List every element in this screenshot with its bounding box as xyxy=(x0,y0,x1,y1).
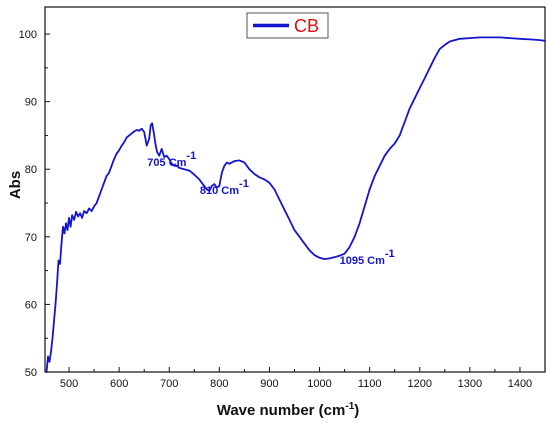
x-tick-label: 800 xyxy=(210,378,228,390)
x-axis-title: Wave number (cm-1) xyxy=(217,401,360,419)
y-axis-title: Abs xyxy=(7,171,24,199)
x-tick-label: 700 xyxy=(160,378,178,390)
series-line-cb xyxy=(45,36,546,373)
x-tick-label: 500 xyxy=(60,378,78,390)
y-tick-label: 50 xyxy=(25,367,37,379)
peak-annotation-sup: -1 xyxy=(186,150,196,162)
peak-annotation-sup: -1 xyxy=(385,248,395,260)
series-layer xyxy=(45,36,546,373)
legend: CB xyxy=(246,12,329,39)
x-axis-title-tail: ) xyxy=(354,402,359,419)
peak-annotation-text: 705 Cm xyxy=(147,157,186,169)
x-tick-label: 1100 xyxy=(358,378,382,390)
x-tick-label: 1000 xyxy=(307,378,331,390)
x-axis-title-main: Wave number (cm xyxy=(217,402,346,419)
ticks: 500 600 700 800 900 1000 1100 1200 1300 1400 50 60 7… xyxy=(19,29,546,390)
y-tick-label: 90 xyxy=(25,97,37,109)
y-tick-label: 80 xyxy=(25,164,37,176)
peak-annotation-sup: -1 xyxy=(239,178,249,190)
y-tick-label: 70 xyxy=(25,232,37,244)
peak-annotation-text: 1095 Cm xyxy=(340,255,385,267)
x-tick-label: 1400 xyxy=(508,378,532,390)
legend-label-cb: CB xyxy=(294,16,319,36)
x-tick-label: 1300 xyxy=(458,378,482,390)
axes xyxy=(44,6,546,373)
y-tick-label: 100 xyxy=(19,29,37,41)
plot-frame xyxy=(44,6,546,373)
peak-annotation: 1095 Cm-1 xyxy=(340,248,395,267)
peak-annotation-text: 810 Cm xyxy=(200,185,239,197)
peak-annotation: 705 Cm-1 xyxy=(147,150,196,169)
peak-annotation: 810 Cm-1 xyxy=(200,178,249,197)
x-tick-label: 1200 xyxy=(408,378,432,390)
x-tick-label: 600 xyxy=(110,378,128,390)
x-tick-label: 900 xyxy=(260,378,278,390)
y-tick-label: 60 xyxy=(25,299,37,311)
x-axis-title-sup: -1 xyxy=(345,401,354,412)
